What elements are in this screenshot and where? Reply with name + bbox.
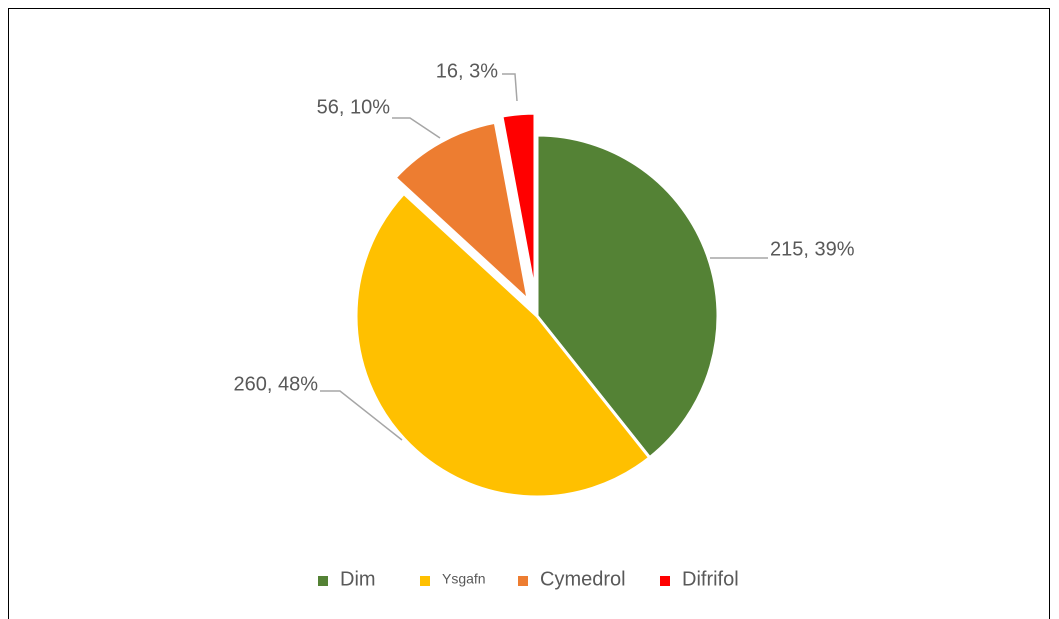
legend-swatch	[318, 576, 328, 586]
legend-label: Difrifol	[682, 568, 739, 590]
leader-line	[392, 117, 441, 139]
legend-swatch	[660, 576, 670, 586]
pie-slice	[500, 111, 537, 295]
leader-line	[320, 390, 403, 441]
pie-slice	[392, 120, 531, 305]
legend-label: Cymedrol	[540, 568, 626, 590]
data-label: 260, 48%	[233, 373, 318, 395]
chart-frame	[8, 8, 1050, 619]
legend-label: Dim	[340, 568, 376, 590]
pie-slice	[535, 133, 720, 460]
pie-slice	[354, 191, 652, 499]
legend-swatch	[420, 576, 430, 586]
legend-swatch	[518, 576, 528, 586]
leader-line	[502, 73, 518, 102]
legend-label: Ysgafn	[442, 571, 486, 587]
data-label: 56, 10%	[317, 96, 391, 118]
data-label: 215, 39%	[770, 238, 855, 260]
data-label: 16, 3%	[436, 60, 498, 82]
